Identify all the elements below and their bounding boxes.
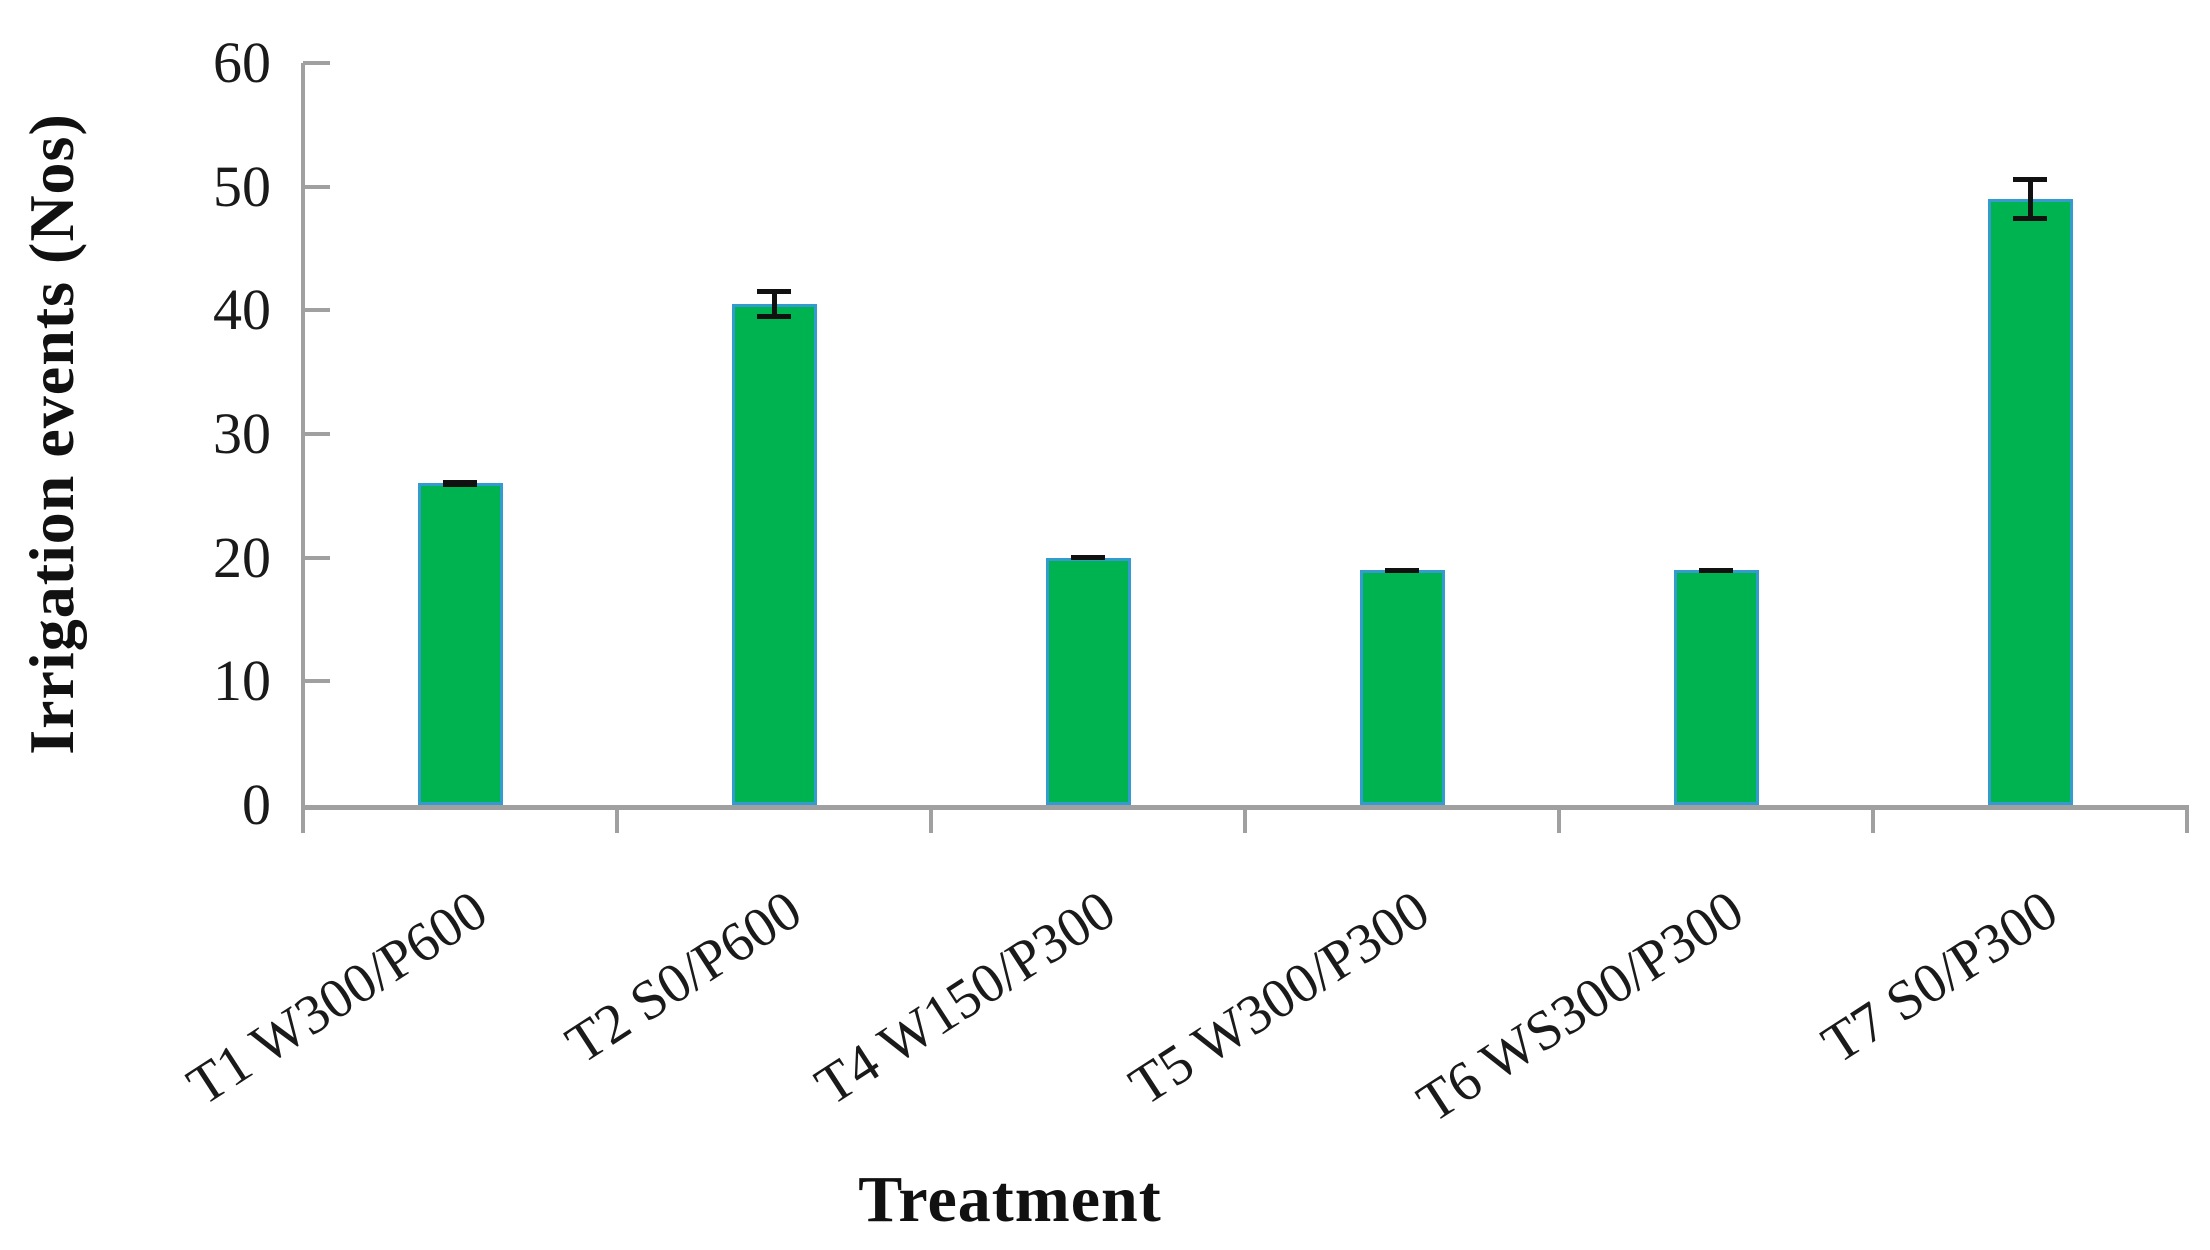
error-bar-cap-top <box>2013 176 2047 182</box>
error-bar <box>2013 176 2047 222</box>
error-bar-stem <box>2027 176 2033 222</box>
x-tick-mark <box>1243 805 1247 833</box>
error-bar <box>757 289 791 319</box>
x-tick-label: T1 W300/P600 <box>177 878 499 1118</box>
x-tick-label: T7 S0/P300 <box>1811 878 2069 1076</box>
error-bar-cap-bottom <box>443 482 477 488</box>
error-bar-stem <box>771 289 777 319</box>
y-tick-label: 40 <box>213 277 271 343</box>
bar <box>1673 570 1759 805</box>
y-tick-label: 60 <box>213 30 271 95</box>
x-tick-mark <box>1871 805 1875 833</box>
error-bar-cap-bottom <box>1699 567 1733 573</box>
bar <box>1359 570 1445 805</box>
x-tick-label: T5 W300/P300 <box>1119 878 1441 1118</box>
error-bar <box>1071 555 1105 561</box>
y-axis-title: Irrigation events (Nos) <box>16 113 87 755</box>
y-tick-label: 0 <box>242 772 271 837</box>
bar <box>1045 557 1131 805</box>
error-bar <box>1385 567 1419 573</box>
error-bar-cap-bottom <box>1385 567 1419 573</box>
x-tick-label: T2 S0/P600 <box>555 878 813 1076</box>
x-tick-mark <box>929 805 933 833</box>
x-tick-mark <box>301 805 305 833</box>
error-bar <box>443 479 477 488</box>
error-bar-cap-bottom <box>2013 216 2047 222</box>
x-tick-mark <box>2185 805 2189 833</box>
y-tick-label: 30 <box>213 401 271 466</box>
x-axis-title: Treatment <box>858 1163 1162 1236</box>
x-tick-mark <box>1557 805 1561 833</box>
x-tick-mark <box>615 805 619 833</box>
error-bar-cap-bottom <box>1071 555 1105 561</box>
y-tick-mark <box>303 555 330 560</box>
y-tick-mark <box>303 308 330 313</box>
y-tick-label: 20 <box>213 524 271 590</box>
bar <box>1987 199 2073 805</box>
y-tick-mark <box>303 679 330 684</box>
x-tick-label: T6 WS300/P300 <box>1406 878 1755 1135</box>
bar <box>731 304 817 805</box>
y-tick-mark <box>303 184 330 189</box>
y-tick-label: 50 <box>213 153 271 219</box>
y-tick-label: 10 <box>213 648 271 714</box>
x-tick-label: T4 W150/P300 <box>805 878 1127 1118</box>
y-tick-mark <box>303 61 330 65</box>
bar <box>417 483 503 805</box>
y-tick-mark <box>303 432 330 436</box>
error-bar-cap-top <box>757 289 791 295</box>
error-bar <box>1699 567 1733 573</box>
error-bar-cap-bottom <box>757 313 791 319</box>
